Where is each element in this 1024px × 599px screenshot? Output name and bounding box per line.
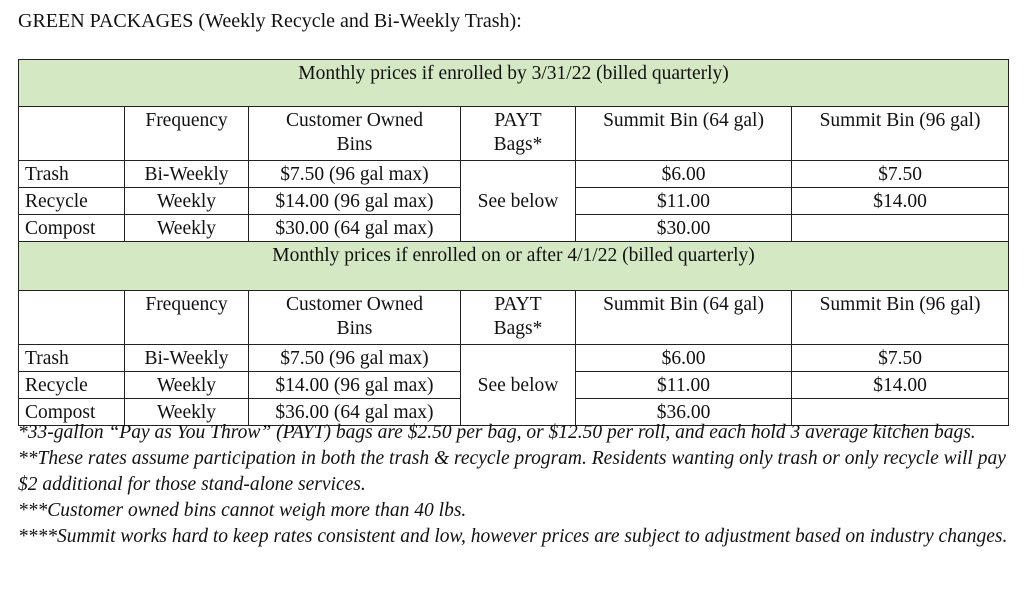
footnote-payt: *33-gallon “Pay as You Throw” (PAYT) bag… <box>18 422 976 443</box>
summit-64-cell: $6.00 <box>575 344 792 372</box>
service-cell: Trash <box>18 160 125 188</box>
header-customer-owned: Customer Owned Bins <box>248 290 461 345</box>
summit-96-cell <box>791 398 1009 426</box>
band-label: Monthly prices if enrolled by 3/31/22 (b… <box>18 59 1009 107</box>
header-summit-96: Summit Bin (96 gal) <box>791 106 1009 161</box>
header-frequency: Frequency <box>124 106 249 161</box>
service-cell: Recycle <box>18 187 125 215</box>
frequency-cell: Bi-Weekly <box>124 344 249 372</box>
table-row: Trash Bi-Weekly $7.50 (96 gal max) See b… <box>18 344 1009 426</box>
pricing-table: Monthly prices if enrolled by 3/31/22 (b… <box>18 59 1009 426</box>
band-label: Monthly prices if enrolled on or after 4… <box>18 241 1009 291</box>
header-row: Frequency Customer Owned Bins PAYT Bags*… <box>18 106 1009 161</box>
table-row: Trash Bi-Weekly $7.50 (96 gal max) See b… <box>18 160 1009 242</box>
summit-64-cell: $36.00 <box>575 398 792 426</box>
summit-64-cell: $11.00 <box>575 371 792 399</box>
table-row: Recycle Weekly $14.00 (96 gal max) $11.0… <box>18 187 1009 215</box>
customer-owned-cell: $14.00 (96 gal max) <box>248 371 461 399</box>
footnote-adjustment: ****Summit works hard to keep rates cons… <box>18 526 1008 547</box>
frequency-cell: Bi-Weekly <box>124 160 249 188</box>
payt-cell: See below <box>460 160 576 242</box>
header-payt: PAYT Bags* <box>460 106 576 161</box>
header-frequency: Frequency <box>124 290 249 345</box>
summit-96-cell: $14.00 <box>791 371 1009 399</box>
summit-96-cell: $7.50 <box>791 160 1009 188</box>
summit-64-cell: $6.00 <box>575 160 792 188</box>
customer-owned-cell: $7.50 (96 gal max) <box>248 160 461 188</box>
header-empty <box>18 290 125 345</box>
header-empty <box>18 106 125 161</box>
customer-owned-cell: $36.00 (64 gal max) <box>248 398 461 426</box>
footnotes: *33-gallon “Pay as You Throw” (PAYT) bag… <box>18 420 1013 550</box>
frequency-cell: Weekly <box>124 187 249 215</box>
payt-cell: See below <box>460 344 576 426</box>
header-customer-owned: Customer Owned Bins <box>248 106 461 161</box>
header-payt: PAYT Bags* <box>460 290 576 345</box>
frequency-cell: Weekly <box>124 371 249 399</box>
footnote-participation: **These rates assume participation in bo… <box>18 448 1006 495</box>
summit-96-cell: $7.50 <box>791 344 1009 372</box>
customer-owned-cell: $14.00 (96 gal max) <box>248 187 461 215</box>
section-band: Monthly prices if enrolled on or after 4… <box>18 241 1009 291</box>
service-cell: Compost <box>18 398 125 426</box>
frequency-cell: Weekly <box>124 214 249 242</box>
summit-96-cell <box>791 214 1009 242</box>
header-summit-64: Summit Bin (64 gal) <box>575 290 792 345</box>
section-band: Monthly prices if enrolled by 3/31/22 (b… <box>18 59 1009 107</box>
customer-owned-cell: $7.50 (96 gal max) <box>248 344 461 372</box>
summit-64-cell: $30.00 <box>575 214 792 242</box>
summit-64-cell: $11.00 <box>575 187 792 215</box>
table-row: Recycle Weekly $14.00 (96 gal max) $11.0… <box>18 371 1009 399</box>
table-row: Compost Weekly $36.00 (64 gal max) $36.0… <box>18 398 1009 426</box>
header-summit-96: Summit Bin (96 gal) <box>791 290 1009 345</box>
page-title: GREEN PACKAGES (Weekly Recycle and Bi-We… <box>18 10 522 32</box>
table-row: Compost Weekly $30.00 (64 gal max) $30.0… <box>18 214 1009 242</box>
service-cell: Trash <box>18 344 125 372</box>
service-cell: Recycle <box>18 371 125 399</box>
customer-owned-cell: $30.00 (64 gal max) <box>248 214 461 242</box>
header-row: Frequency Customer Owned Bins PAYT Bags*… <box>18 290 1009 345</box>
summit-96-cell: $14.00 <box>791 187 1009 215</box>
service-cell: Compost <box>18 214 125 242</box>
header-summit-64: Summit Bin (64 gal) <box>575 106 792 161</box>
footnote-weight: ***Customer owned bins cannot weigh more… <box>18 500 467 521</box>
